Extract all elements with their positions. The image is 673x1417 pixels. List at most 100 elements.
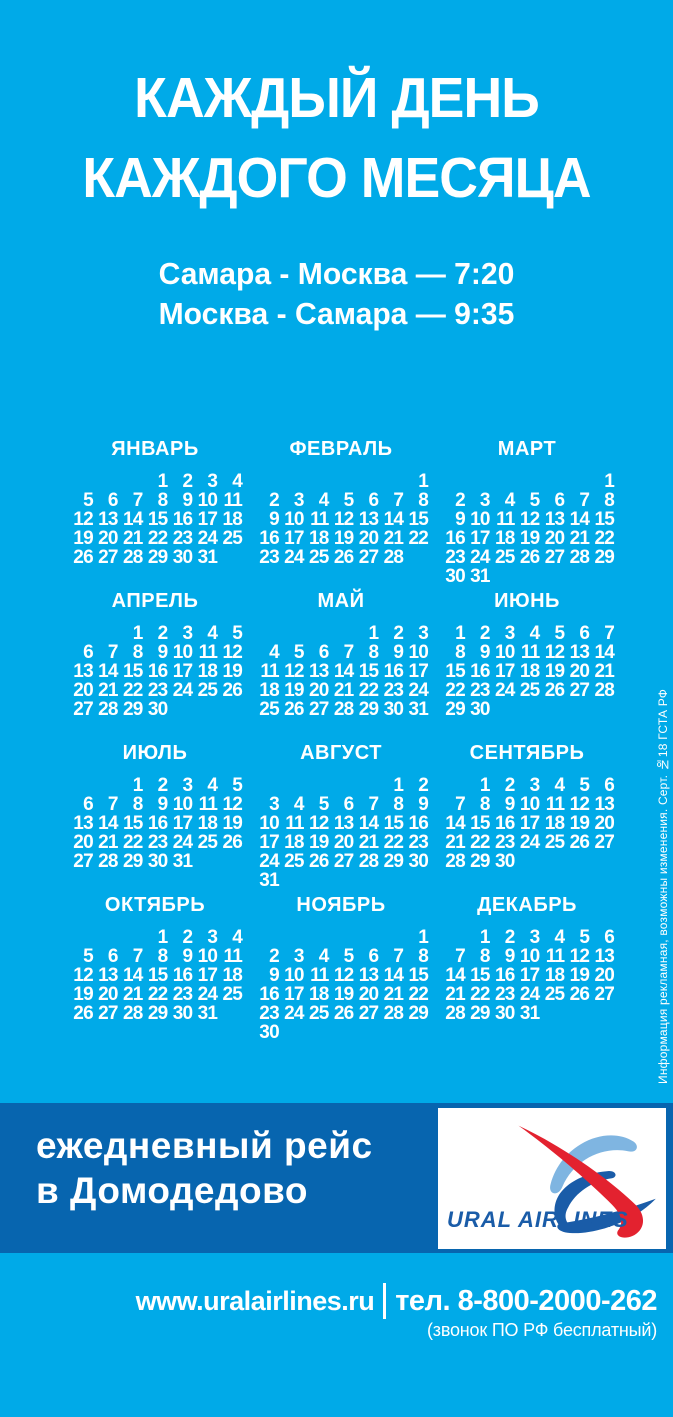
day-cell: 23 — [259, 1003, 279, 1024]
week-row: 6 7 8 9 10 11 12 — [68, 794, 243, 815]
day-cell: 23 — [408, 832, 428, 853]
day-cell: 25 — [544, 832, 565, 853]
day-cell: 9 — [504, 794, 516, 815]
day-cell-empty — [539, 1004, 564, 1023]
day-cell: 6 — [343, 794, 355, 815]
day-cell: 5 — [343, 946, 355, 967]
day-cell: 4 — [554, 775, 566, 796]
day-cell: 18 — [284, 832, 304, 853]
week-row: 30 — [254, 1023, 428, 1042]
day-cell: 26 — [544, 680, 565, 701]
day-cell: 13 — [333, 813, 354, 834]
day-cell: 24 — [172, 680, 193, 701]
week-row: 23 24 25 26 27 28 29 — [254, 1004, 428, 1023]
week-row: 24 25 26 27 28 29 30 — [254, 852, 428, 871]
day-cell: 17 — [259, 832, 279, 853]
day-cell: 10 — [519, 946, 540, 967]
day-cell: 23 — [147, 832, 168, 853]
day-cell-empty — [254, 776, 279, 795]
day-cell: 17 — [284, 528, 304, 549]
week-row: 6 7 8 9 10 11 12 — [68, 643, 243, 662]
day-cell: 27 — [544, 547, 565, 568]
day-cell: 12 — [569, 946, 590, 967]
day-cell: 1 — [368, 623, 380, 644]
day-cell: 27 — [358, 547, 379, 568]
week-row: 27 28 29 30 — [68, 700, 242, 719]
day-cell: 23 — [495, 984, 515, 1005]
week-row: 26 27 28 29 30 31 — [68, 548, 242, 567]
day-cell: 14 — [594, 642, 614, 663]
day-cell: 28 — [445, 851, 465, 872]
day-cell: 5 — [293, 642, 305, 663]
week-row: 25 26 27 28 29 30 31 — [254, 700, 428, 719]
week-row: 15 16 17 18 19 20 21 — [440, 662, 614, 681]
week-row: 21 22 23 24 25 26 27 — [440, 833, 614, 852]
day-cell-empty — [279, 871, 304, 890]
day-cell: 23 — [495, 832, 515, 853]
website-url: www.uralairlines.ru — [135, 1285, 375, 1316]
day-cell-empty — [353, 871, 378, 890]
day-cell: 30 — [445, 566, 465, 587]
day-cell: 25 — [259, 699, 279, 720]
footer-main-line: www.uralairlines.ru тел. 8-800-2000-262 — [136, 1283, 657, 1319]
day-cell-empty — [403, 548, 428, 567]
week-row: 11 12 13 14 15 16 17 — [254, 662, 428, 681]
day-cell: 21 — [383, 528, 404, 549]
day-cell: 10 — [519, 794, 540, 815]
day-cell-empty — [564, 567, 589, 586]
day-cell: 12 — [73, 965, 93, 986]
day-cell: 22 — [123, 832, 143, 853]
day-cell: 27 — [358, 1003, 379, 1024]
day-cell: 4 — [269, 642, 280, 663]
month-title: ИЮНЬ — [494, 590, 560, 612]
day-cell-empty — [254, 472, 279, 491]
week-row: 7 8 9 10 11 12 13 — [440, 946, 615, 967]
day-cell: 28 — [98, 699, 118, 720]
day-cell: 5 — [579, 775, 590, 796]
day-cell: 29 — [408, 1003, 428, 1024]
day-cell: 26 — [333, 547, 354, 568]
day-cell: 23 — [172, 984, 193, 1005]
day-cell: 29 — [123, 851, 143, 872]
day-cell: 15 — [147, 965, 168, 986]
day-cell-empty — [254, 928, 279, 947]
week-row: 31 — [254, 871, 428, 890]
day-cell: 9 — [182, 490, 194, 511]
day-cell: 20 — [594, 965, 614, 986]
day-cell: 4 — [504, 490, 516, 511]
day-cell-empty — [279, 776, 304, 795]
day-cell: 14 — [98, 813, 118, 834]
day-cell: 25 — [495, 547, 515, 568]
day-cell-empty — [217, 1004, 242, 1023]
day-cell: 1 — [455, 623, 466, 644]
day-cell-empty — [589, 852, 614, 871]
day-cell: 25 — [222, 528, 242, 549]
day-cell: 15 — [470, 965, 490, 986]
day-cell-empty — [329, 1023, 354, 1042]
day-cell: 30 — [172, 547, 193, 568]
day-cell: 27 — [594, 984, 614, 1005]
day-cell: 10 — [495, 642, 515, 663]
day-cell: 14 — [98, 661, 118, 682]
day-cell: 13 — [309, 661, 329, 682]
day-cell: 1 — [157, 471, 169, 492]
schedule-line-samara-moscow: Самара - Москва — 7:20 — [158, 256, 515, 291]
footer-contacts: www.uralairlines.ru тел. 8-800-2000-262 … — [136, 1283, 657, 1341]
day-cell: 27 — [594, 832, 614, 853]
day-cell-empty — [564, 852, 589, 871]
day-cell: 3 — [418, 623, 429, 644]
day-cell-empty — [589, 1004, 614, 1023]
week-row: 16 17 18 19 20 21 22 — [254, 529, 428, 548]
month-day-grid: 1 2 3 4 5 6 7 8 9 10 11 12 13 14 15 16 17 18 19 20 21 22 23 24 2… — [68, 472, 242, 567]
day-cell: 8 — [132, 794, 144, 815]
day-cell: 22 — [358, 680, 379, 701]
bottom-banner: ежедневный рейс в Домодедово URAL AIRLIN… — [0, 1103, 673, 1253]
month-day-grid: 1 2 3 4 5 6 7 8 9 10 11 12 13 14 15 16 17 18 19 20 21 22 23 24 2… — [254, 776, 428, 890]
day-cell: 15 — [594, 509, 614, 530]
day-cell: 4 — [318, 946, 330, 967]
day-cell-empty — [329, 871, 354, 890]
day-cell: 6 — [554, 490, 566, 511]
day-cell: 16 — [495, 813, 515, 834]
